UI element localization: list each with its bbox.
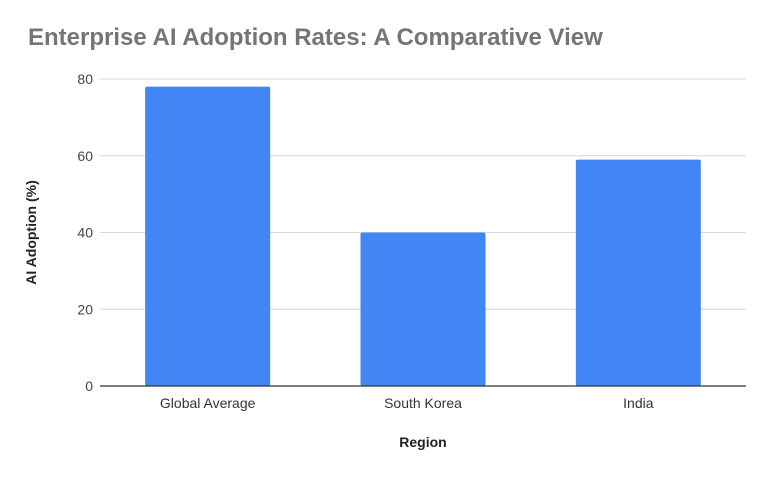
x-tick-label: India	[623, 395, 654, 411]
y-tick-label: 80	[77, 71, 93, 87]
y-axis-ticks: 0 20 40 60 80	[77, 71, 93, 394]
y-axis-title: AI Adoption (%)	[23, 180, 39, 284]
x-axis-ticks: Global Average South Korea India	[160, 395, 654, 411]
bars	[145, 86, 701, 387]
y-tick-label: 60	[77, 148, 93, 164]
y-tick-label: 0	[85, 378, 93, 394]
bar	[360, 232, 486, 386]
x-axis-title: Region	[399, 434, 446, 450]
y-tick-label: 40	[77, 225, 93, 241]
x-tick-label: Global Average	[160, 395, 256, 411]
bar	[145, 86, 271, 387]
y-tick-label: 20	[77, 301, 93, 317]
x-tick-label: South Korea	[384, 395, 462, 411]
bar	[575, 159, 701, 386]
chart-title: Enterprise AI Adoption Rates: A Comparat…	[28, 24, 603, 51]
